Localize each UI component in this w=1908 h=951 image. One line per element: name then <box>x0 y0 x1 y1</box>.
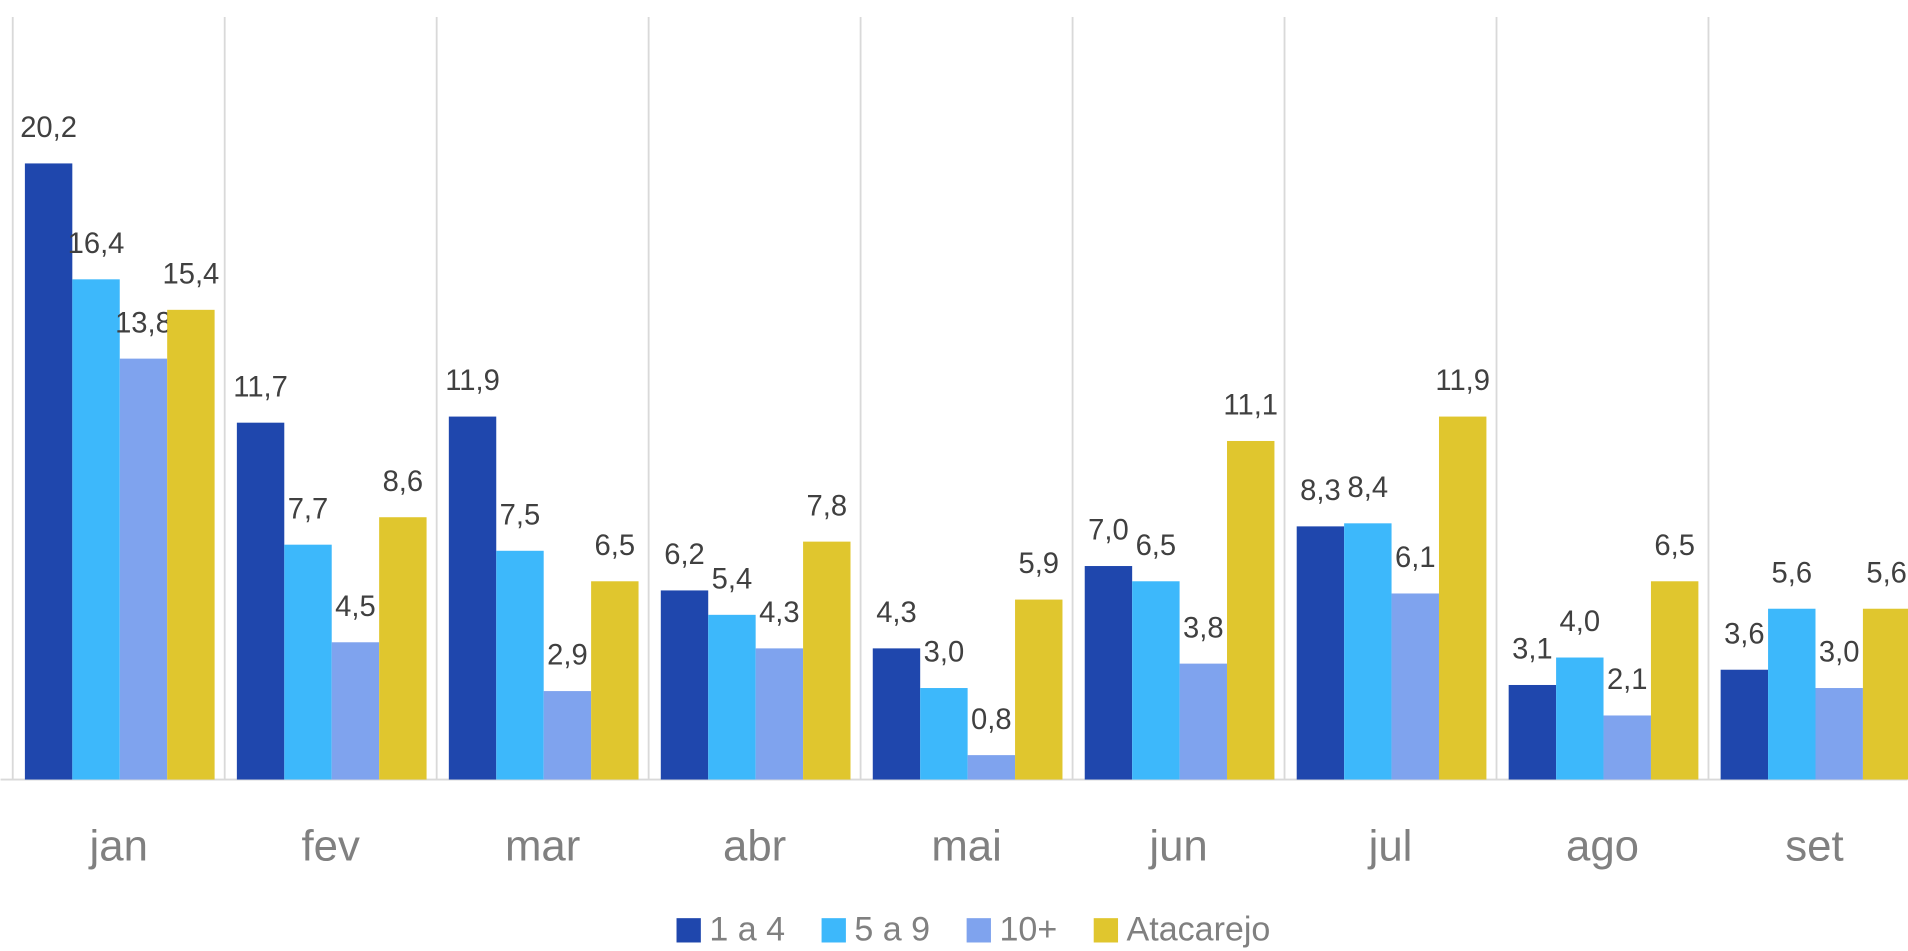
data-label: 4,3 <box>759 597 800 629</box>
bar <box>1815 688 1863 780</box>
data-label: 3,1 <box>1512 634 1553 666</box>
bar <box>1768 608 1816 780</box>
data-label: 4,3 <box>876 597 917 629</box>
bar <box>1720 669 1769 780</box>
bar <box>1508 684 1557 780</box>
data-label: 5,6 <box>1771 557 1812 589</box>
data-label: 7,7 <box>288 493 329 525</box>
bar <box>872 648 921 780</box>
data-label: 3,8 <box>1183 612 1224 644</box>
bar <box>496 550 544 780</box>
data-label: 5,4 <box>712 563 753 595</box>
bar <box>1862 608 1908 780</box>
bar <box>1084 566 1133 780</box>
x-tick-label: jun <box>1147 821 1207 870</box>
bar <box>331 642 380 780</box>
bar <box>660 590 709 780</box>
bar <box>803 541 851 780</box>
bar <box>236 422 285 780</box>
data-label: 8,6 <box>383 466 424 498</box>
x-tick-label: abr <box>723 821 786 870</box>
bar <box>1438 416 1487 780</box>
bar <box>379 517 427 780</box>
data-label: 11,9 <box>445 365 500 397</box>
data-label: 5,9 <box>1018 548 1059 580</box>
bar <box>167 309 215 780</box>
data-label: 3,0 <box>1819 637 1860 669</box>
data-label: 11,1 <box>1223 390 1278 422</box>
data-label: 4,5 <box>335 591 376 623</box>
bar <box>1179 663 1228 780</box>
legend-label: 10+ <box>999 911 1057 949</box>
bar <box>967 755 1016 780</box>
bar <box>708 614 756 780</box>
data-label: 7,5 <box>500 499 541 531</box>
bar <box>1296 526 1345 780</box>
data-label: 6,2 <box>664 539 705 571</box>
x-tick-label: ago <box>1566 821 1639 870</box>
data-label: 8,3 <box>1300 475 1341 507</box>
bar <box>1132 581 1180 780</box>
legend-swatch <box>676 918 701 943</box>
data-label: 4,0 <box>1560 606 1601 638</box>
data-label: 3,0 <box>924 637 965 669</box>
bar <box>1650 581 1699 780</box>
bar <box>1227 440 1275 780</box>
data-label: 7,0 <box>1088 515 1129 547</box>
legend-label: 1 a 4 <box>709 911 785 949</box>
data-label: 8,4 <box>1348 472 1389 504</box>
data-label: 16,4 <box>68 228 125 260</box>
data-label: 11,9 <box>1435 365 1490 397</box>
bar <box>591 581 639 780</box>
bar <box>1344 523 1392 780</box>
data-label: 13,8 <box>115 307 172 339</box>
data-label: 7,8 <box>807 490 848 522</box>
bar <box>284 544 332 780</box>
legend-label: 5 a 9 <box>854 911 930 949</box>
x-tick-label: jul <box>1367 821 1413 870</box>
bar <box>1556 657 1604 780</box>
x-tick-label: jan <box>88 821 148 870</box>
x-tick-label: set <box>1785 821 1843 870</box>
legend-label: Atacarejo <box>1127 911 1271 949</box>
data-label: 0,8 <box>971 704 1012 736</box>
data-label: 11,7 <box>233 371 288 403</box>
legend-swatch <box>1093 918 1119 943</box>
data-label: 2,9 <box>547 640 588 672</box>
bar <box>920 688 968 780</box>
data-label: 6,5 <box>1654 530 1695 562</box>
data-label: 20,2 <box>20 112 77 144</box>
bar <box>1603 715 1651 780</box>
bar <box>24 163 73 780</box>
data-label: 6,5 <box>1136 530 1177 562</box>
bar <box>448 416 497 780</box>
data-label: 15,4 <box>162 258 219 290</box>
bar <box>543 691 592 780</box>
data-label: 2,1 <box>1607 664 1648 696</box>
bar <box>755 648 804 780</box>
bar <box>1015 599 1063 780</box>
legend-swatch <box>821 918 846 943</box>
x-tick-label: mar <box>505 821 580 870</box>
bar <box>72 279 120 780</box>
bar <box>1391 593 1439 780</box>
x-tick-label: mai <box>931 821 1002 870</box>
data-label: 5,6 <box>1866 557 1907 589</box>
x-tick-label: fev <box>301 821 359 870</box>
legend-swatch <box>966 918 991 943</box>
data-label: 3,6 <box>1724 618 1765 650</box>
data-label: 6,5 <box>595 530 636 562</box>
bar <box>119 358 168 780</box>
data-label: 6,1 <box>1395 542 1436 574</box>
